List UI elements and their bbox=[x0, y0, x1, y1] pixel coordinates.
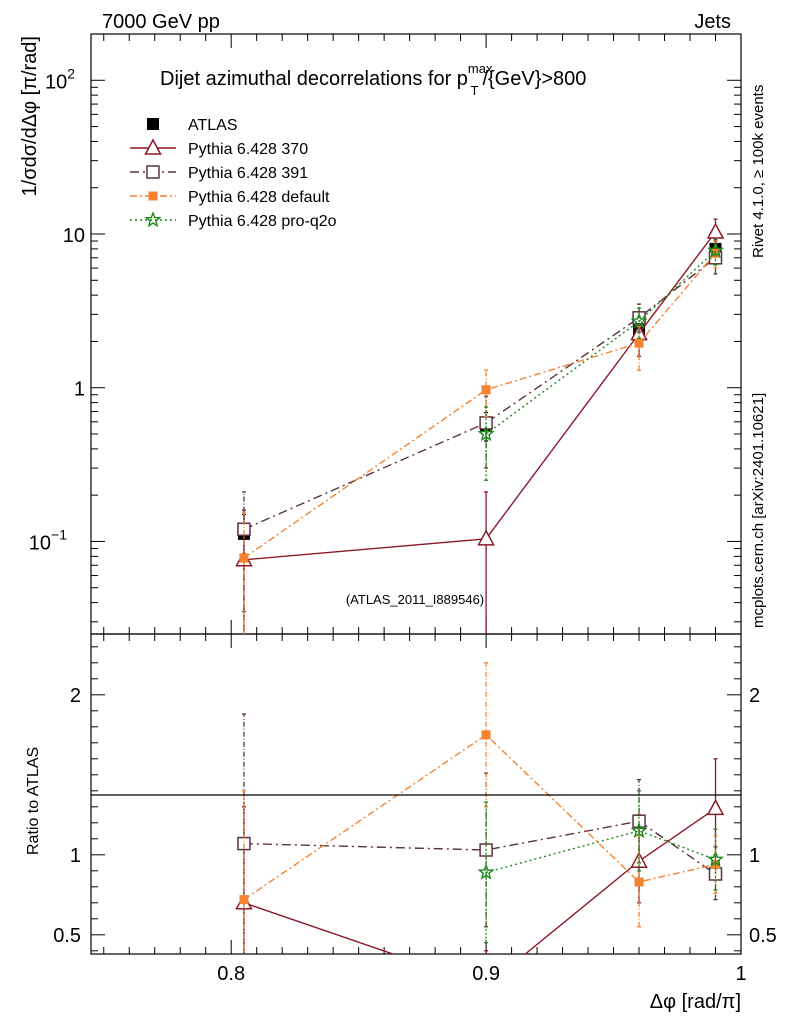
ratio-xtick-label: 0.8 bbox=[217, 963, 245, 985]
main-point-pdefault bbox=[481, 385, 491, 395]
legend-label-p391: Pythia 6.428 391 bbox=[188, 165, 308, 182]
ratio-xtick-label: 1 bbox=[735, 963, 746, 985]
ratio-series-pdefault bbox=[239, 662, 721, 954]
plot-title: Dijet azimuthal decorrelations for pmax T… bbox=[160, 61, 586, 98]
legend: ATLAS Pythia 6.428 370 Pythia 6.428 391 Pyt… bbox=[130, 117, 337, 230]
main-data bbox=[235, 218, 725, 634]
ratio-xtick-label: 0.9 bbox=[472, 963, 500, 985]
main-point-pdefault bbox=[239, 553, 249, 563]
ratio-point-pdefault bbox=[634, 877, 644, 887]
main-line-pdefault bbox=[243, 252, 717, 559]
ratio-series-p391 bbox=[237, 713, 723, 954]
ratio-ytick-label: 1 bbox=[70, 845, 81, 867]
legend-label-pdefault: Pythia 6.428 default bbox=[188, 189, 330, 206]
legend-marker-p391 bbox=[146, 165, 160, 179]
title-suffix: /{GeV}>800 bbox=[482, 68, 586, 90]
legend-label-p370: Pythia 6.428 370 bbox=[188, 141, 308, 158]
main-point-pq2o bbox=[707, 241, 725, 258]
main-series-p391 bbox=[237, 243, 723, 613]
ratio-point-pq2o bbox=[630, 821, 648, 839]
ratio-line-p391 bbox=[243, 820, 716, 875]
ratio-data bbox=[235, 662, 725, 954]
main-series-pdefault bbox=[239, 240, 721, 634]
legend-label-atlas: ATLAS bbox=[188, 117, 238, 134]
ratio-point-pq2o bbox=[477, 863, 495, 880]
legend-marker-pq2o bbox=[144, 211, 162, 228]
ratio-point-pdefault bbox=[239, 895, 249, 905]
main-series-pq2o bbox=[477, 238, 725, 481]
main-point-p370 bbox=[477, 529, 495, 546]
title-prefix: Dijet azimuthal decorrelations for p bbox=[160, 68, 468, 90]
ratio-point-pq2o bbox=[707, 850, 725, 867]
rivet-label: Rivet 4.1.0, ≥ 100k events bbox=[750, 85, 767, 258]
ratio-ytick-label-right: 1 bbox=[749, 845, 760, 867]
xlabel: Δφ [rad/π] bbox=[650, 991, 741, 1013]
legend-marker-pdefault bbox=[148, 191, 158, 201]
ratio-line-p370 bbox=[243, 807, 716, 954]
ratio-ytick-label-right: 2 bbox=[749, 685, 760, 707]
main-point-pdefault bbox=[634, 338, 644, 348]
title-superscript: max bbox=[468, 61, 493, 76]
header-right: Jets bbox=[694, 11, 731, 33]
ratio-line-pdefault bbox=[243, 733, 716, 901]
main-ytick-label: 102 bbox=[45, 65, 75, 93]
legend-label-pq2o: Pythia 6.428 pro-q2o bbox=[188, 213, 337, 230]
main-line-p370 bbox=[243, 231, 717, 561]
ratio-ytick-label-right: 0.5 bbox=[749, 925, 777, 947]
main-ylabel: 1/σdσ/dΔφ [π/rad] bbox=[19, 36, 41, 196]
main-ytick-label: 10−1 bbox=[29, 526, 67, 554]
ratio-frame bbox=[90, 633, 742, 955]
ratio-ytick-label: 0.5 bbox=[53, 925, 81, 947]
ratio-ylabel: Ratio to ATLAS bbox=[25, 747, 42, 855]
main-ytick-label: 10 bbox=[63, 225, 85, 247]
title-subscript: T bbox=[470, 83, 478, 98]
main-ytick-label: 1 bbox=[74, 379, 85, 401]
ratio-point-pdefault bbox=[481, 730, 491, 740]
main-point-p370 bbox=[706, 222, 725, 239]
ratio-ytick-label: 2 bbox=[70, 685, 81, 707]
main-series-p370 bbox=[235, 218, 725, 634]
header-left: 7000 GeV pp bbox=[102, 11, 220, 33]
analysis-tag: (ATLAS_2011_I889546) bbox=[346, 592, 484, 607]
mcplots-label: mcplots.cern.ch [arXiv:2401.10621] bbox=[750, 393, 767, 628]
legend-marker-p370 bbox=[144, 138, 162, 155]
ratio-axes: 0.8 0.9 10.5 0.51 12 2 bbox=[53, 634, 777, 985]
ratio-line-pq2o bbox=[485, 830, 716, 874]
main-line-p391 bbox=[243, 257, 716, 530]
main-point-pq2o bbox=[477, 425, 495, 442]
main-series-atlas bbox=[237, 240, 722, 562]
main-axes: 10−1 1 10 102 bbox=[29, 33, 742, 634]
legend-marker-atlas bbox=[147, 118, 159, 130]
ratio-series-pq2o bbox=[477, 790, 725, 944]
ratio-point-p370 bbox=[706, 798, 725, 816]
main-point-pq2o bbox=[630, 312, 648, 329]
